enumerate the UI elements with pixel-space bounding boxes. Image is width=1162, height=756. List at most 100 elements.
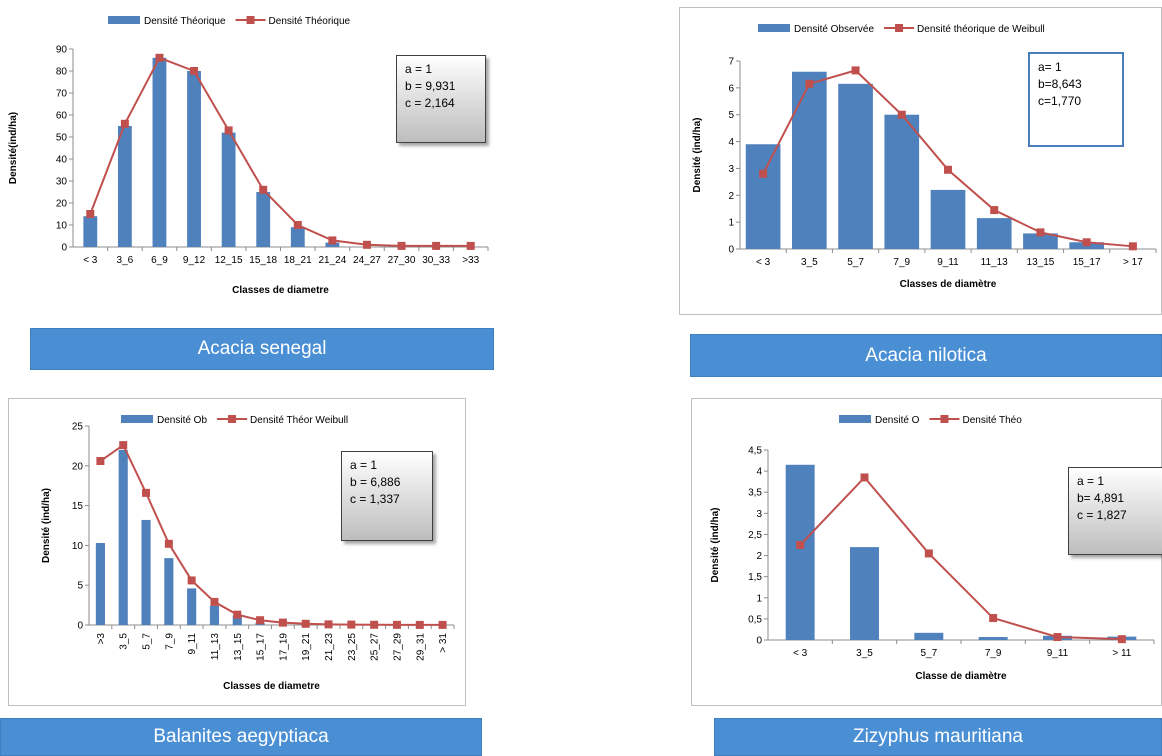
y-tick-label: 60 — [56, 111, 68, 122]
y-tick-label: 15 — [72, 501, 84, 512]
x-tick-label: < 3 — [756, 257, 771, 268]
param-c: c=1,770 — [1038, 94, 1082, 108]
weibull-parameters-box: a = 1 b = 9,931 c = 2,164 — [396, 55, 486, 143]
bar — [914, 632, 944, 640]
bar — [290, 227, 305, 247]
line-point — [989, 614, 998, 623]
line-point — [301, 619, 310, 628]
line-point — [796, 541, 805, 549]
chart-balanites-aegyptiaca: 0 5 10 15 20 25 >3 3_5 5_7 7_9 9_11 11_13 13_15 15_17… — [41, 415, 455, 692]
chart-panel-zizyphus-mauritiana: 0 0,5 1 1,5 2 2,5 3 3,5 4 4,5 < 3 3_5 5_7 7_9 9_11 > 11… — [691, 398, 1162, 706]
line-point — [1117, 635, 1126, 644]
x-tick-label: 7_9 — [985, 648, 1002, 659]
line-point — [347, 620, 356, 629]
line-point — [362, 240, 371, 249]
x-tick-label: 13_15 — [233, 633, 244, 661]
x-tick-label: 9_11 — [187, 633, 198, 655]
y-tick-label: 20 — [56, 199, 68, 210]
line-point — [86, 210, 95, 218]
y-tick-label: 1,5 — [748, 572, 762, 583]
y-tick-label: 1 — [728, 218, 734, 229]
x-tick-label: 5_7 — [142, 633, 153, 650]
y-tick-label: 70 — [56, 89, 68, 100]
y-tick-label: 0 — [77, 621, 83, 632]
line-point — [293, 221, 302, 229]
line-point — [990, 206, 999, 215]
x-tick-label: 23_25 — [347, 633, 358, 661]
y-tick-label: 3 — [728, 164, 734, 175]
line-point — [1082, 238, 1091, 247]
y-tick-label: 5 — [77, 581, 83, 592]
line-point — [924, 549, 933, 558]
legend-bar-swatch — [121, 415, 153, 423]
line-point — [466, 241, 475, 250]
line-point — [142, 488, 151, 497]
y-tick-label: 90 — [56, 45, 68, 56]
y-tick-label: 30 — [56, 177, 68, 188]
line-point — [1128, 242, 1137, 251]
bar — [256, 192, 271, 247]
legend-line-marker — [228, 415, 237, 423]
line-point — [190, 67, 199, 75]
line-point — [324, 620, 333, 629]
bar — [187, 588, 197, 625]
line-point — [210, 597, 219, 606]
x-tick-label: >33 — [462, 255, 479, 266]
x-tick-label: 13_15 — [1027, 257, 1055, 268]
x-tick-label: 27_29 — [392, 633, 403, 661]
legend-line-marker — [246, 16, 255, 24]
x-tick-label: 17_19 — [278, 633, 289, 661]
line-point — [370, 620, 379, 629]
chart-acacia-nilotica: 0 1 2 3 4 5 6 7 < 3 3_5 5_7 7_9 9_11 11_13 13_15 15_17 >… — [692, 24, 1157, 290]
bar — [221, 132, 236, 247]
weibull-parameters-box: a = 1 b= 4,891 c = 1,827 — [1068, 467, 1162, 555]
x-tick-label: 6_9 — [151, 255, 168, 266]
bar — [930, 189, 966, 249]
bar — [976, 218, 1012, 249]
bar — [785, 464, 815, 640]
bar — [209, 605, 220, 625]
y-tick-label: 7 — [728, 57, 734, 68]
line-point — [224, 126, 233, 135]
legend-bar-label: Densité Théorique — [144, 16, 226, 27]
x-tick-label: 30_33 — [422, 255, 450, 266]
y-tick-label: 0 — [61, 243, 67, 254]
bar — [745, 144, 781, 249]
x-axis-title: Classes de diametre — [223, 681, 320, 692]
y-tick-label: 2 — [756, 551, 762, 562]
x-tick-label: 9_12 — [183, 255, 206, 266]
param-a: a = 1 — [1077, 474, 1105, 488]
x-tick-label: 25_27 — [370, 633, 381, 661]
line-point — [805, 79, 814, 88]
x-axis-title: Classe de diamètre — [915, 671, 1007, 682]
bar — [117, 126, 132, 247]
param-b: b = 6,886 — [350, 475, 401, 489]
line-point — [155, 53, 164, 62]
param-c: c = 1,337 — [350, 492, 400, 506]
x-axis-title: Classes de diamètre — [900, 279, 997, 290]
line-point — [860, 473, 869, 482]
y-tick-label: 4 — [756, 467, 762, 478]
line-point — [259, 185, 268, 194]
x-tick-label: 5_7 — [920, 648, 937, 659]
y-tick-label: 2,5 — [748, 530, 762, 541]
bar — [164, 558, 174, 625]
y-tick-label: 10 — [56, 221, 68, 232]
line-point — [1053, 633, 1062, 642]
y-axis-title: Densité (ind/ha) — [710, 507, 721, 582]
x-tick-label: 27_30 — [388, 255, 416, 266]
x-tick-label: 9_11 — [1047, 648, 1069, 659]
x-tick-label: > 17 — [1123, 257, 1143, 268]
y-tick-label: 3,5 — [748, 488, 762, 499]
y-tick-label: 10 — [72, 541, 84, 552]
bar — [850, 547, 879, 640]
legend-bar-label: Densité O — [875, 415, 920, 426]
x-tick-label: 7_9 — [164, 633, 175, 650]
x-tick-label: 24_27 — [353, 255, 381, 266]
x-tick-label: < 3 — [83, 255, 98, 266]
x-tick-label: 15_18 — [249, 255, 277, 266]
x-axis-title: Classes de diametre — [232, 285, 329, 296]
y-tick-label: 6 — [728, 83, 734, 94]
bar — [978, 637, 1008, 640]
y-axis-title: Densité (ind/ha) — [41, 488, 52, 563]
